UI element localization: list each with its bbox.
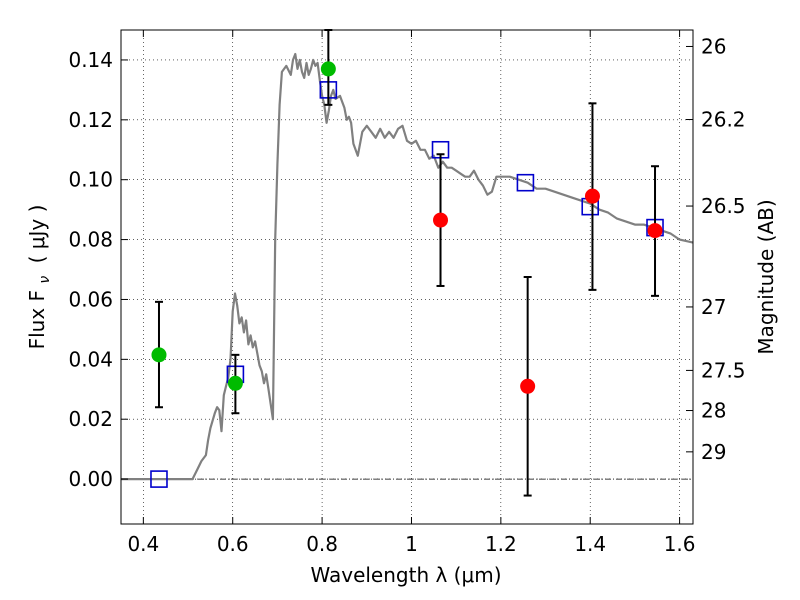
observed-point xyxy=(151,347,167,363)
right-tick-label: 27 xyxy=(701,295,726,319)
right-tick-label: 26 xyxy=(701,34,726,58)
y-tick-label: 0.02 xyxy=(68,407,113,431)
right-tick-label: 26.2 xyxy=(701,108,746,132)
x-tick-label: 0.6 xyxy=(217,532,249,556)
y-tick-label: 0.00 xyxy=(68,467,113,491)
x-tick-label: 1.4 xyxy=(574,532,606,556)
y-axis-label: Flux F ν ( μJy ) xyxy=(25,205,54,350)
observed-point xyxy=(647,223,663,239)
right-axis-label: Magnitude (AB) xyxy=(754,199,778,354)
y-axis-label-group: Flux F ν ( μJy ) xyxy=(25,205,54,350)
x-tick-label: 1.2 xyxy=(485,532,517,556)
y-tick-label: 0.12 xyxy=(68,108,113,132)
x-tick-label: 1 xyxy=(405,532,418,556)
model-photometry-square xyxy=(516,173,535,192)
series-layer xyxy=(121,29,694,497)
x-axis-label: Wavelength λ (μm) xyxy=(310,563,501,587)
ticks: 0.4 0.6 0.8 1 1.2 1.4 1.6 0.00 0.02 0.04 0.06 0.08 0… xyxy=(68,30,746,556)
observed-point xyxy=(227,375,243,391)
plot-frame xyxy=(120,29,694,525)
right-tick-label: 27.5 xyxy=(701,358,746,382)
observed-point xyxy=(584,188,600,204)
x-tick-label: 1.6 xyxy=(664,532,696,556)
y-axis-label-unit: ( μJy ) xyxy=(25,205,49,264)
model-photometry-square xyxy=(150,470,168,488)
y-tick-label: 0.06 xyxy=(68,287,113,311)
observed-point xyxy=(520,378,536,394)
right-tick-label: 26.5 xyxy=(701,194,746,218)
y-tick-label: 0.04 xyxy=(68,347,113,371)
right-tick-label: 29 xyxy=(701,440,726,464)
observed-point xyxy=(320,61,336,77)
y-axis-label-sub: ν xyxy=(37,276,53,284)
y-tick-label: 0.08 xyxy=(68,228,113,252)
y-axis-label-text: Flux F xyxy=(25,290,49,349)
right-tick-label: 28 xyxy=(701,399,726,423)
model-sed-line xyxy=(121,52,694,481)
y-tick-label: 0.10 xyxy=(68,168,113,192)
observed-point xyxy=(433,212,449,228)
y-tick-label: 0.14 xyxy=(68,48,113,72)
x-tick-label: 0.4 xyxy=(127,532,159,556)
x-tick-label: 0.8 xyxy=(306,532,338,556)
